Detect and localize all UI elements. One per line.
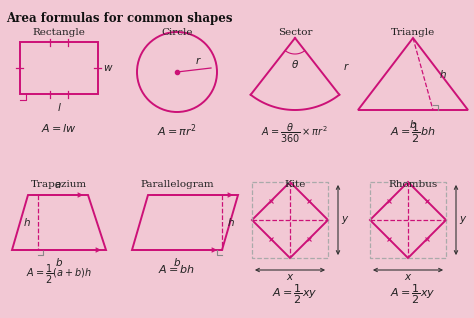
Text: $h$: $h$ [227,217,235,229]
Text: $l$: $l$ [56,101,62,113]
Text: $A = \dfrac{\theta}{360} \times \pi r^2$: $A = \dfrac{\theta}{360} \times \pi r^2$ [262,122,328,145]
Text: Rectangle: Rectangle [33,28,85,37]
Text: $w$: $w$ [103,63,113,73]
Text: $y$: $y$ [459,214,467,226]
Text: Kite: Kite [284,180,306,189]
Text: $A = bh$: $A = bh$ [158,263,196,275]
Text: $A = \dfrac{1}{2}bh$: $A = \dfrac{1}{2}bh$ [390,122,436,145]
Text: $b$: $b$ [55,256,63,268]
Text: $A = \dfrac{1}{2}(a+b)h$: $A = \dfrac{1}{2}(a+b)h$ [26,263,92,286]
Text: Trapezium: Trapezium [31,180,87,189]
Text: $b$: $b$ [173,256,181,268]
Text: Triangle: Triangle [391,28,435,37]
Text: $h$: $h$ [23,217,31,229]
Text: $y$: $y$ [341,214,349,226]
Text: Rhombus: Rhombus [388,180,438,189]
Text: $x$: $x$ [286,272,294,282]
Text: $A = lw$: $A = lw$ [41,122,77,134]
Text: $A = \pi r^2$: $A = \pi r^2$ [157,122,197,139]
Text: $x$: $x$ [404,272,412,282]
Text: Circle: Circle [161,28,193,37]
Text: Sector: Sector [278,28,312,37]
Text: $A = \dfrac{1}{2}xy$: $A = \dfrac{1}{2}xy$ [390,283,436,307]
Text: $b$: $b$ [409,118,417,130]
Text: $a$: $a$ [54,180,62,190]
Text: $r$: $r$ [343,61,350,72]
Text: $A = \dfrac{1}{2}xy$: $A = \dfrac{1}{2}xy$ [272,283,318,307]
Text: Parallelogram: Parallelogram [140,180,214,189]
Text: $h$: $h$ [439,68,447,80]
Text: Area formulas for common shapes: Area formulas for common shapes [6,12,233,25]
Text: $r$: $r$ [195,55,202,66]
Text: $\theta$: $\theta$ [291,58,299,70]
